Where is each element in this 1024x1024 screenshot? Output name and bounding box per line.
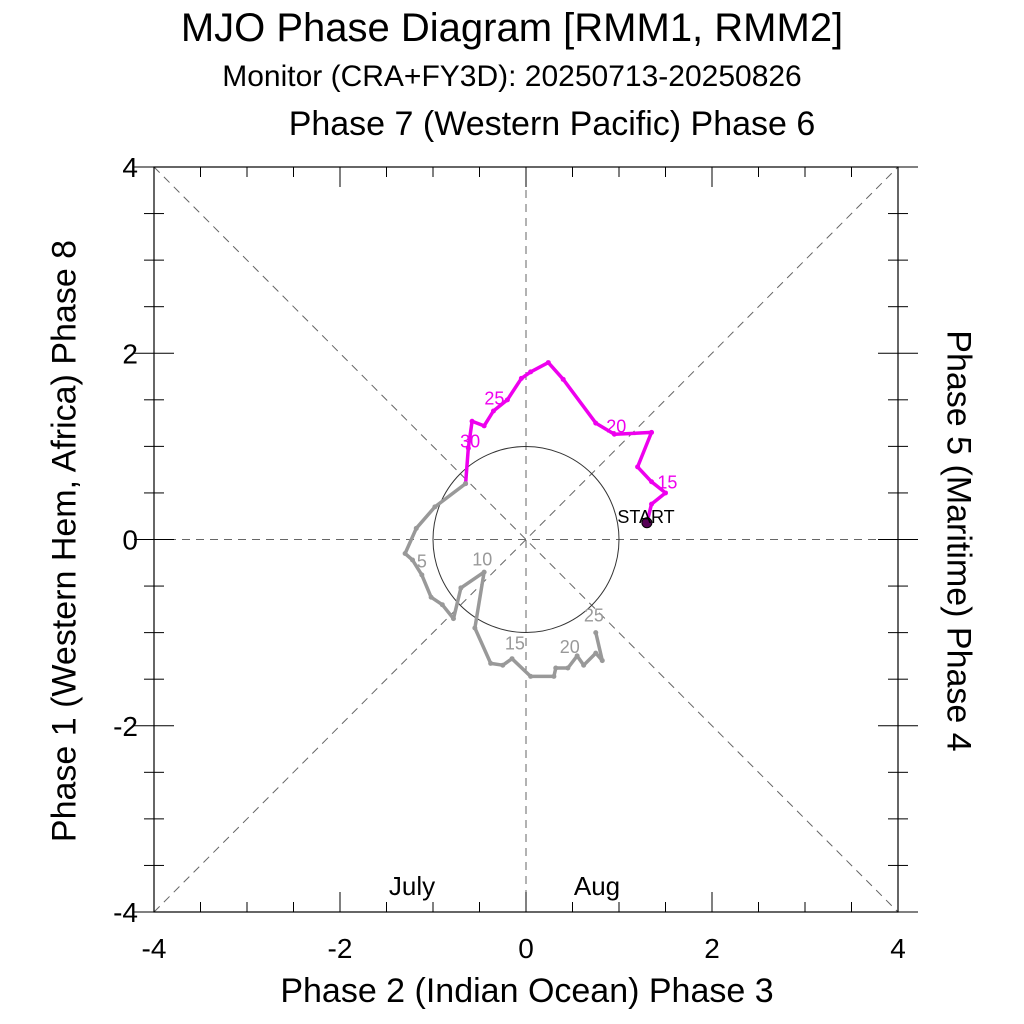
day-label: 20 bbox=[606, 416, 626, 436]
data-point bbox=[528, 673, 534, 679]
data-point bbox=[509, 656, 515, 662]
diagonal-guide bbox=[153, 166, 899, 913]
data-point bbox=[560, 376, 566, 382]
chart-subtitle: Monitor (CRA+FY3D): 20250713-20250826 bbox=[222, 60, 802, 93]
data-point bbox=[413, 525, 419, 531]
data-point bbox=[545, 360, 551, 366]
data-point bbox=[553, 665, 559, 671]
day-label: 15 bbox=[657, 472, 677, 492]
day-label: 15 bbox=[505, 633, 525, 653]
x-tick-label: 4 bbox=[890, 933, 906, 964]
data-point bbox=[574, 653, 580, 659]
day-label: 25 bbox=[584, 605, 604, 625]
y-tick-label: -2 bbox=[113, 711, 138, 742]
data-point bbox=[649, 501, 655, 507]
data-point bbox=[463, 481, 469, 487]
data-point bbox=[469, 418, 475, 424]
data-point bbox=[465, 445, 471, 451]
diagonal-guide bbox=[153, 166, 899, 913]
data-point bbox=[428, 594, 434, 600]
data-point bbox=[488, 660, 494, 666]
day-label: 25 bbox=[484, 388, 504, 408]
data-point bbox=[432, 504, 438, 510]
data-point bbox=[410, 557, 416, 563]
x-tick-label: -4 bbox=[142, 933, 167, 964]
data-point bbox=[504, 397, 510, 403]
y-tick-label: 2 bbox=[122, 338, 138, 369]
data-point bbox=[599, 658, 605, 664]
data-point bbox=[518, 375, 524, 381]
day-label: 10 bbox=[472, 550, 492, 570]
data-point bbox=[593, 630, 599, 636]
series-layer bbox=[402, 360, 668, 679]
data-point bbox=[481, 569, 487, 575]
data-point bbox=[490, 408, 496, 414]
day-label: 30 bbox=[460, 431, 480, 451]
top-axis-label: Phase 7 (Western Pacific) Phase 6 bbox=[288, 105, 816, 143]
x-axis-label: Phase 2 (Indian Ocean) Phase 3 bbox=[280, 972, 774, 1010]
data-point bbox=[500, 662, 506, 668]
data-point bbox=[472, 625, 478, 631]
chart-title: MJO Phase Diagram [RMM1, RMM2] bbox=[180, 6, 844, 50]
data-point bbox=[402, 550, 408, 556]
data-point bbox=[450, 616, 456, 622]
data-point bbox=[611, 431, 617, 437]
x-tick-label: 0 bbox=[518, 933, 534, 964]
data-point bbox=[551, 673, 557, 679]
legend-aug: Aug bbox=[574, 871, 620, 901]
data-point bbox=[419, 572, 425, 578]
plot-frame: -4 -2 0 2 4 -4 -2 0 2 4 bbox=[113, 152, 918, 964]
data-point bbox=[663, 490, 668, 496]
start-label: START bbox=[617, 507, 674, 527]
data-point bbox=[649, 479, 655, 485]
y-tick-label: 0 bbox=[122, 525, 138, 556]
data-point bbox=[458, 585, 464, 591]
start-marker bbox=[641, 517, 653, 529]
y-tick-label: -4 bbox=[113, 897, 138, 928]
x-tick-label: 2 bbox=[704, 933, 720, 964]
data-point bbox=[581, 662, 587, 668]
data-point bbox=[565, 665, 571, 671]
data-point bbox=[593, 650, 599, 656]
x-tick-label: -2 bbox=[328, 933, 353, 964]
y-axis-label-right: Phase 5 (Maritime) Phase 4 bbox=[939, 330, 978, 752]
data-point bbox=[635, 464, 641, 470]
y-axis-label-left: Phase 1 (Western Hem, Africa) Phase 8 bbox=[45, 239, 84, 843]
data-point bbox=[649, 429, 655, 435]
day-label: 5 bbox=[417, 551, 427, 571]
day-label: 20 bbox=[560, 637, 580, 657]
legend-july: July bbox=[389, 871, 435, 901]
guide-lines bbox=[153, 166, 899, 913]
series-line-july bbox=[463, 360, 668, 524]
data-point bbox=[528, 369, 534, 375]
data-point bbox=[481, 423, 487, 429]
data-point bbox=[593, 420, 599, 426]
unit-circle bbox=[432, 446, 620, 633]
y-tick-label: 4 bbox=[122, 152, 138, 183]
data-point bbox=[439, 602, 445, 608]
